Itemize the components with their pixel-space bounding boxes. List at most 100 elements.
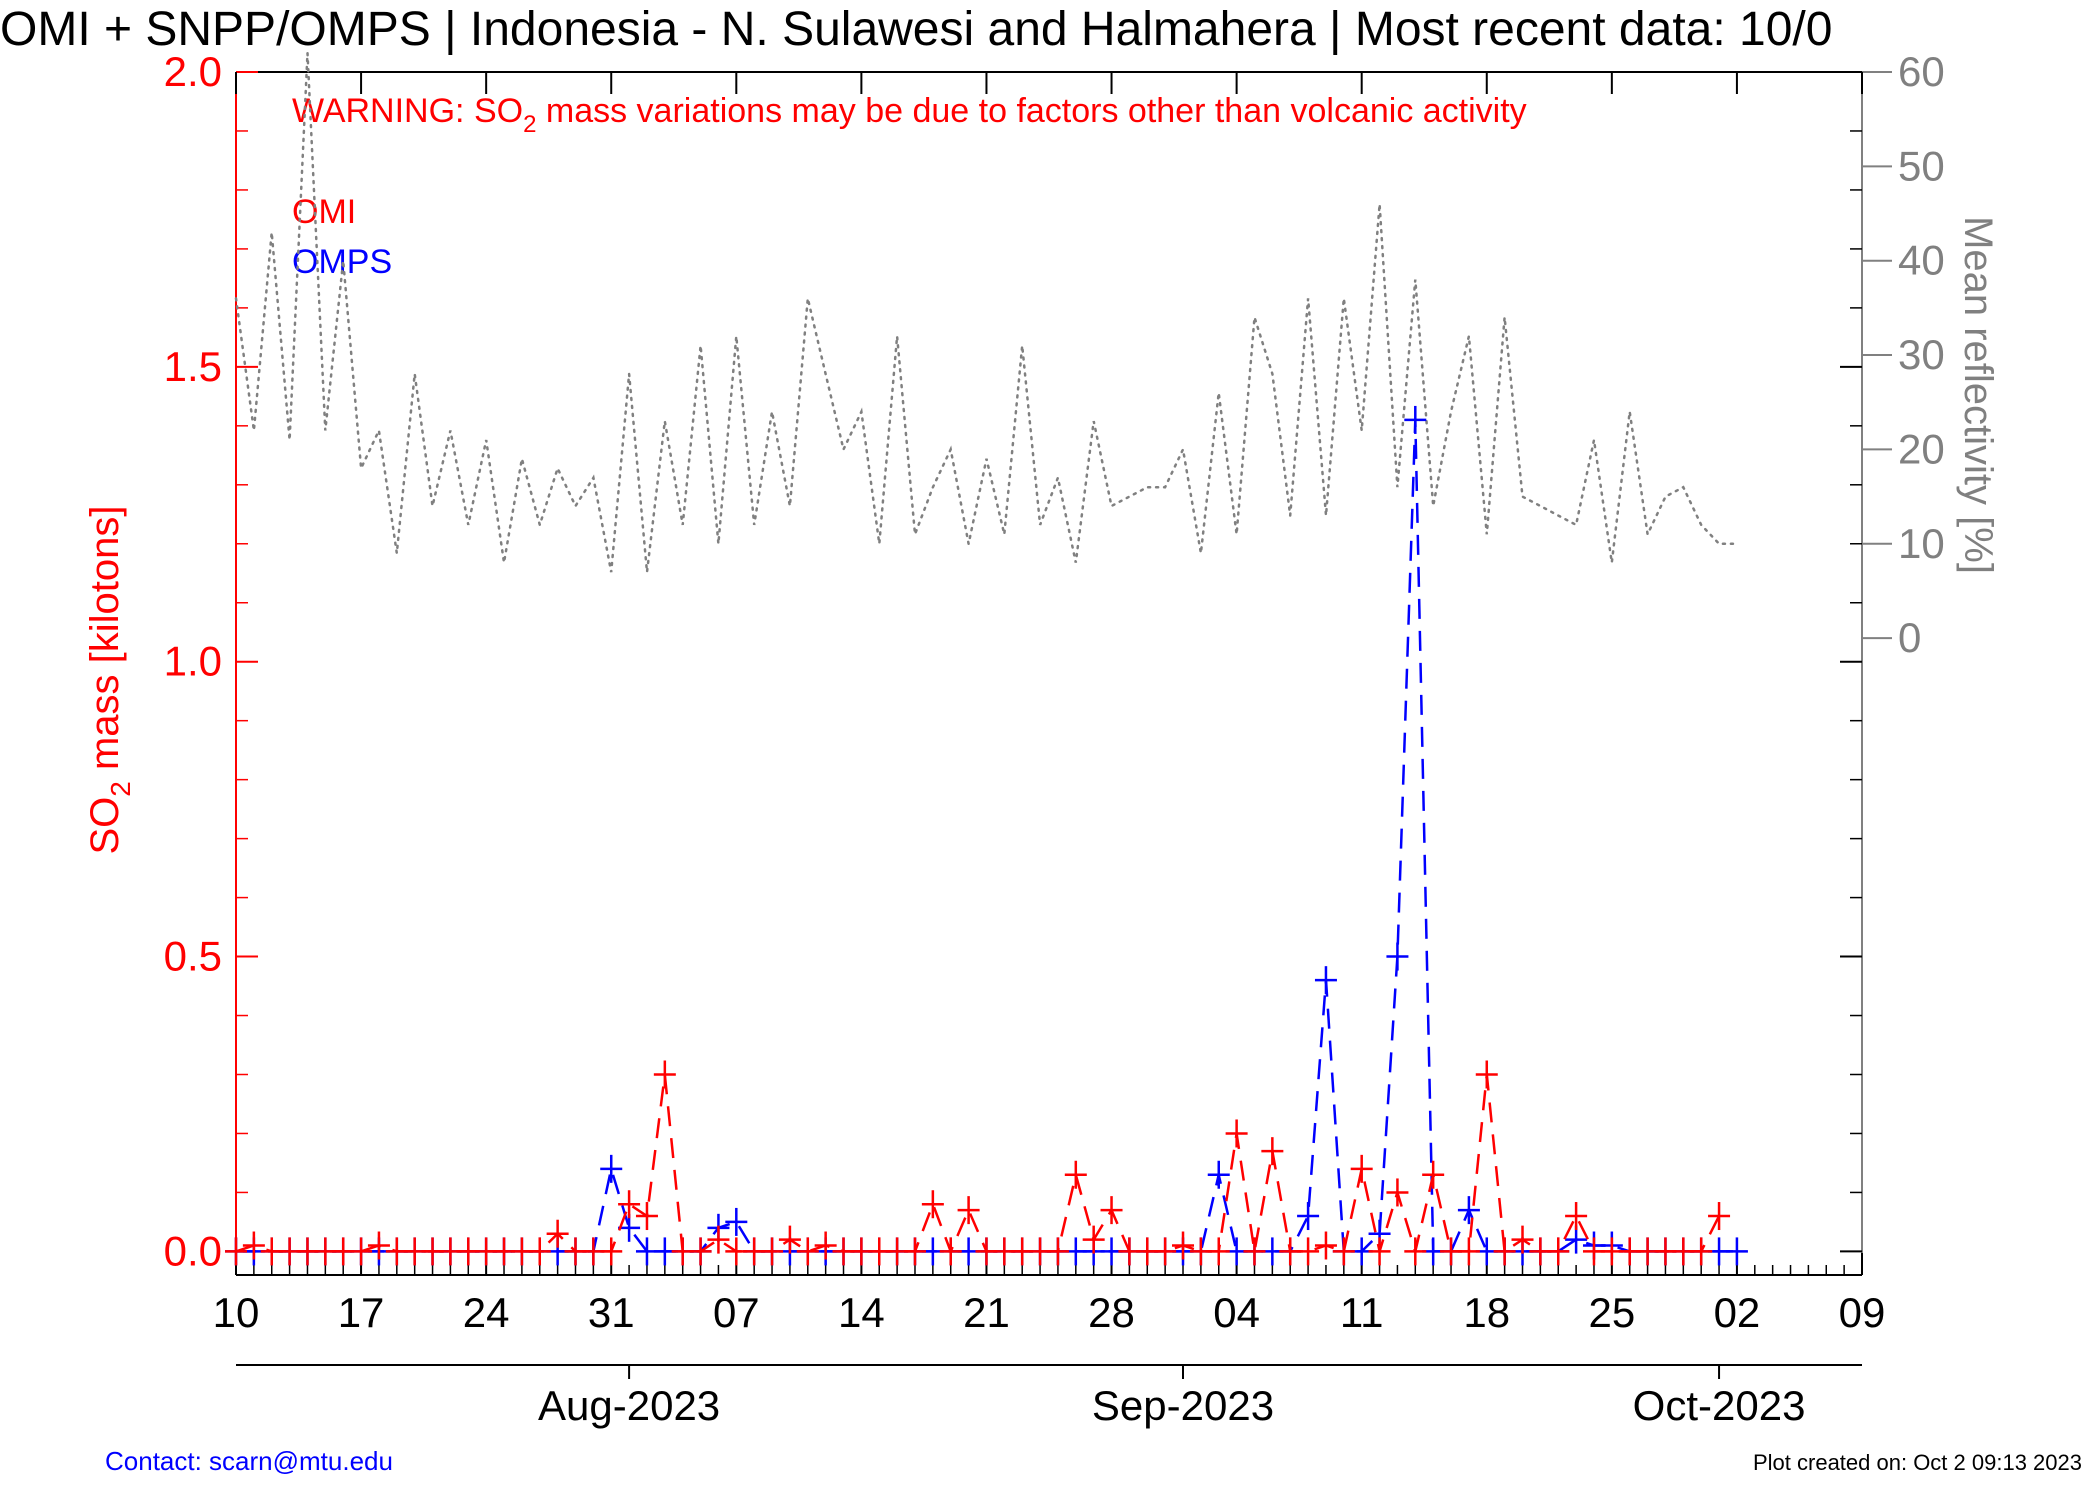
omi-point <box>1154 1237 1177 1266</box>
right-tick-label: 40 <box>1898 237 1945 284</box>
left-tick-label: 2.0 <box>164 48 222 95</box>
x-tick-label: 09 <box>1839 1289 1886 1336</box>
x-tick-label: 10 <box>213 1289 260 1336</box>
omi-point <box>939 1237 962 1266</box>
omi-point <box>242 1231 265 1260</box>
omi-point <box>600 1237 623 1266</box>
left-axis-label-suffix: mass [kilotons] <box>83 505 127 781</box>
omps-series <box>225 405 1748 1266</box>
left-axis-label-prefix: SO <box>83 797 127 855</box>
x-tick-label: 17 <box>338 1289 385 1336</box>
omps-point <box>1386 942 1409 971</box>
omps-point <box>1457 1196 1480 1225</box>
left-tick-label: 1.0 <box>164 638 222 685</box>
omi-point <box>1547 1237 1570 1266</box>
x-tick-label: 31 <box>588 1289 635 1336</box>
x-tick-label: 02 <box>1714 1289 1761 1336</box>
omi-point <box>1207 1237 1230 1266</box>
omi-point <box>653 1060 676 1089</box>
omi-point <box>1404 1237 1427 1266</box>
omi-point <box>1368 1237 1391 1266</box>
omps-point <box>600 1154 623 1183</box>
left-axis-label-subscript: 2 <box>105 781 136 797</box>
left-tick-label: 0.0 <box>164 1227 222 1274</box>
omi-point <box>1064 1160 1087 1189</box>
omi-point <box>814 1231 837 1260</box>
axes-group: 0.0 0.5 1.0 1.5 2.0 0 10 20 30 40 50 60 10 17 24 31 07 14… <box>164 48 1945 1429</box>
omps-point <box>1297 1202 1320 1231</box>
omi-point <box>1475 1060 1498 1089</box>
x-tick-label: 11 <box>1340 1289 1384 1336</box>
omi-series <box>225 1060 1731 1266</box>
omi-point <box>1457 1237 1480 1266</box>
month-label: Aug-2023 <box>538 1382 720 1429</box>
omi-point <box>921 1190 944 1219</box>
omi-point <box>1172 1231 1195 1260</box>
month-label: Sep-2023 <box>1092 1382 1274 1429</box>
omi-point <box>1690 1237 1713 1266</box>
omi-point <box>528 1237 551 1266</box>
omi-point <box>1386 1178 1409 1207</box>
x-tick-label: 21 <box>963 1289 1010 1336</box>
omi-point <box>1100 1196 1123 1225</box>
omi-point <box>1243 1237 1266 1266</box>
month-label: Oct-2023 <box>1633 1382 1806 1429</box>
omi-point <box>1082 1225 1105 1254</box>
warning-text: WARNING: SO2 mass variations may be due … <box>292 92 1527 138</box>
omi-point <box>1297 1237 1320 1266</box>
right-axis-label: Mean reflectivity [%] <box>1956 216 2000 574</box>
omps-line <box>236 419 1737 1253</box>
warning-suffix: mass variations may be due to factors ot… <box>536 92 1526 130</box>
x-tick-label: 04 <box>1213 1289 1260 1336</box>
reflectivity-line <box>234 53 1739 573</box>
omi-point <box>689 1237 712 1266</box>
x-tick-label: 18 <box>1463 1289 1510 1336</box>
omps-point <box>1725 1237 1748 1266</box>
x-tick-label: 24 <box>463 1289 510 1336</box>
left-tick-label: 0.5 <box>164 933 222 980</box>
right-tick-label: 0 <box>1898 614 1921 661</box>
omi-point <box>1565 1202 1588 1231</box>
footer-contact: Contact: scarn@mtu.edu <box>105 1446 393 1476</box>
omi-point <box>1332 1237 1355 1266</box>
warning-prefix: WARNING: SO <box>292 92 523 130</box>
omi-point <box>1314 1231 1337 1260</box>
omi-point <box>618 1190 641 1219</box>
warning-subscript: 2 <box>523 111 536 138</box>
x-tick-label: 25 <box>1588 1289 1635 1336</box>
omi-point <box>1422 1160 1445 1189</box>
footer-created: Plot created on: Oct 2 09:13 2023 <box>1753 1450 2082 1475</box>
omi-point <box>546 1219 569 1248</box>
right-tick-label: 30 <box>1898 331 1945 378</box>
omi-point <box>903 1237 926 1266</box>
right-tick-label: 50 <box>1898 142 1945 189</box>
left-tick-label: 1.5 <box>164 343 222 390</box>
omi-point <box>761 1237 784 1266</box>
x-tick-label: 07 <box>713 1289 760 1336</box>
omi-point <box>1511 1225 1534 1254</box>
omps-point <box>1565 1225 1588 1254</box>
omps-point <box>618 1213 641 1242</box>
omi-point <box>635 1202 658 1231</box>
omps-point <box>725 1207 748 1236</box>
right-tick-label: 10 <box>1898 520 1945 567</box>
reflectivity-series <box>234 53 1739 573</box>
omps-point <box>1404 405 1427 434</box>
omi-point <box>1225 1119 1248 1148</box>
omi-point <box>957 1196 980 1225</box>
right-tick-label: 60 <box>1898 48 1945 95</box>
x-tick-label: 14 <box>838 1289 885 1336</box>
omi-point <box>1261 1137 1284 1166</box>
omi-point <box>350 1237 373 1266</box>
omi-point <box>367 1231 390 1260</box>
x-tick-label: 28 <box>1088 1289 1135 1336</box>
omi-point <box>707 1225 730 1254</box>
omps-point <box>1314 966 1337 995</box>
chart-title: OMI + SNPP/OMPS | Indonesia - N. Sulawes… <box>0 3 1832 56</box>
omi-point <box>1046 1237 1069 1266</box>
omi-point <box>225 1237 247 1266</box>
omi-line <box>235 1074 1721 1257</box>
omi-point <box>1708 1202 1731 1231</box>
omi-point <box>1493 1237 1516 1266</box>
